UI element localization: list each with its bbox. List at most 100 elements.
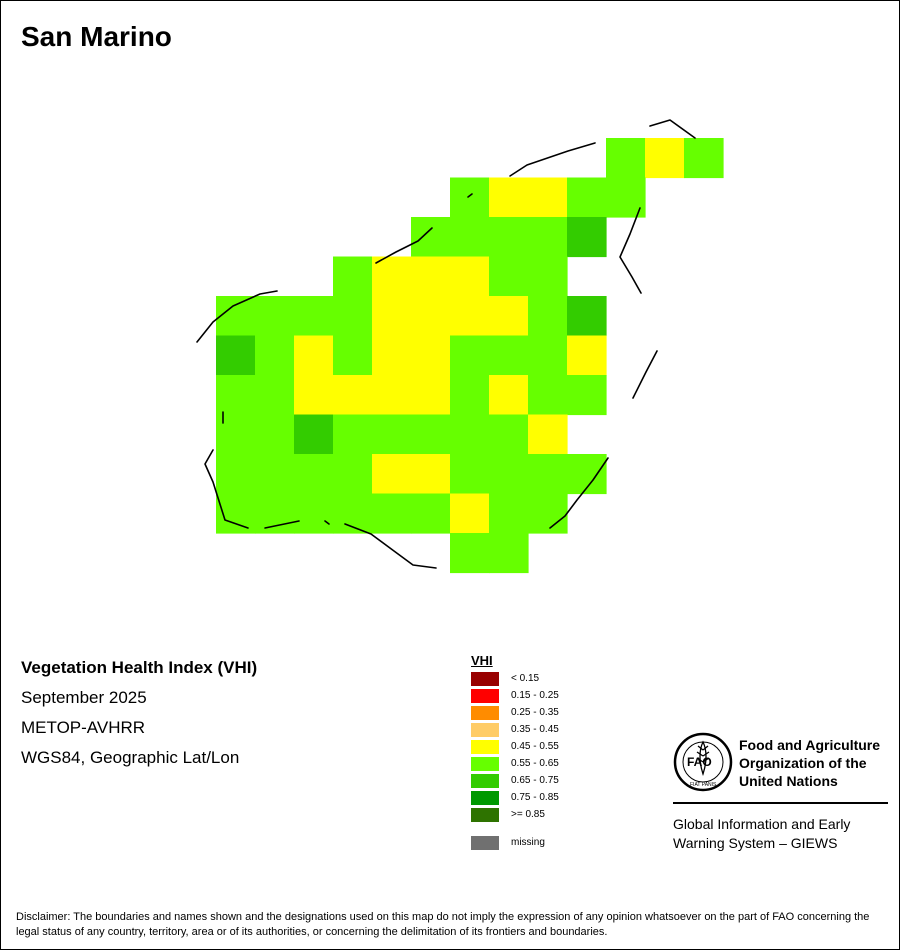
legend-label: 0.35 - 0.45 xyxy=(511,724,559,735)
vhi-cell xyxy=(255,414,295,455)
vhi-cell xyxy=(333,296,373,337)
legend-label: 0.15 - 0.25 xyxy=(511,690,559,701)
legend-swatch xyxy=(471,836,499,850)
vhi-cell xyxy=(528,493,568,534)
vhi-cell xyxy=(372,335,412,376)
vhi-cell xyxy=(489,375,529,416)
vhi-cell xyxy=(606,177,646,218)
vhi-cell xyxy=(216,335,256,376)
vhi-cell xyxy=(450,177,490,218)
legend-label: 0.45 - 0.55 xyxy=(511,741,559,752)
boundary-segment xyxy=(649,119,696,139)
vhi-cell xyxy=(216,454,256,495)
logo-motto: FIAT PANIS xyxy=(690,782,717,788)
boundary-segment xyxy=(375,227,433,264)
vhi-cell xyxy=(255,493,295,534)
legend-title: VHI xyxy=(471,653,493,668)
country-boundary xyxy=(196,119,696,569)
vhi-cell xyxy=(411,493,451,534)
vhi-cell xyxy=(411,256,451,297)
vhi-cell xyxy=(684,138,724,179)
vhi-cell xyxy=(450,296,490,337)
vhi-cell xyxy=(216,493,256,534)
vhi-cell xyxy=(333,256,373,297)
vhi-cell xyxy=(528,296,568,337)
vhi-cell xyxy=(255,296,295,337)
legend-label: 0.65 - 0.75 xyxy=(511,775,559,786)
vhi-cell xyxy=(411,296,451,337)
vhi-cell xyxy=(528,414,568,455)
boundary-segment xyxy=(619,207,642,294)
boundary-segment xyxy=(549,457,609,529)
vhi-cell xyxy=(489,335,529,376)
vhi-cell xyxy=(528,256,568,297)
fao-name-line: Food and Agriculture xyxy=(739,737,881,753)
vhi-cell xyxy=(372,454,412,495)
vhi-cell xyxy=(372,493,412,534)
vhi-cell xyxy=(294,375,334,416)
giews-line: Warning System – GIEWS xyxy=(673,835,838,851)
vhi-cell xyxy=(411,414,451,455)
vhi-cell xyxy=(450,335,490,376)
projection: WGS84, Geographic Lat/Lon xyxy=(21,748,240,767)
vhi-cell xyxy=(333,454,373,495)
sensor-name: METOP-AVHRR xyxy=(21,718,146,737)
vhi-raster xyxy=(216,138,724,574)
legend-swatch xyxy=(471,774,499,788)
vhi-cell xyxy=(450,493,490,534)
legend-label: >= 0.85 xyxy=(511,809,545,820)
vhi-cell xyxy=(372,296,412,337)
logo-letters: FAO xyxy=(687,755,712,769)
vhi-cell xyxy=(294,414,334,455)
vhi-cell xyxy=(294,296,334,337)
boundary-segment xyxy=(196,290,278,343)
boundary-segment xyxy=(204,449,249,529)
vhi-cell xyxy=(528,375,568,416)
disclaimer: Disclaimer: The boundaries and names sho… xyxy=(16,911,870,938)
vhi-cell xyxy=(450,217,490,258)
legend-swatch xyxy=(471,740,499,754)
divider xyxy=(673,802,888,804)
vhi-cell xyxy=(489,296,529,337)
boundary-segment xyxy=(509,142,596,177)
index-name: Vegetation Health Index (VHI) xyxy=(21,658,258,677)
legend-swatch xyxy=(471,672,499,686)
boundary-segment xyxy=(467,193,473,198)
vhi-cell xyxy=(450,533,490,574)
vhi-cell xyxy=(450,375,490,416)
vhi-cell xyxy=(450,414,490,455)
vhi-cell xyxy=(489,454,529,495)
legend-swatch xyxy=(471,689,499,703)
map-date: September 2025 xyxy=(21,688,147,707)
vhi-cell xyxy=(411,375,451,416)
vhi-cell xyxy=(450,256,490,297)
vhi-cell xyxy=(411,335,451,376)
fao-logo-icon: FAO FIAT PANIS xyxy=(673,732,733,792)
legend-swatch xyxy=(471,723,499,737)
vhi-cell xyxy=(567,177,607,218)
legend-label: 0.75 - 0.85 xyxy=(511,792,559,803)
vhi-cell xyxy=(489,414,529,455)
vhi-cell xyxy=(372,256,412,297)
legend-label: 0.25 - 0.35 xyxy=(511,707,559,718)
vhi-cell xyxy=(489,177,529,218)
vhi-cell xyxy=(489,256,529,297)
vhi-cell xyxy=(216,296,256,337)
vhi-cell xyxy=(528,217,568,258)
vhi-cell xyxy=(294,493,334,534)
vhi-cell xyxy=(372,375,412,416)
giews-line: Global Information and Early xyxy=(673,816,851,832)
vhi-cell xyxy=(606,138,646,179)
vhi-cell xyxy=(333,335,373,376)
vhi-cell xyxy=(450,454,490,495)
boundary-segment xyxy=(324,520,330,525)
boundary-segment xyxy=(632,350,658,399)
giews-name: Global Information and Early Warning Sys… xyxy=(673,815,893,853)
vhi-cell xyxy=(294,454,334,495)
vhi-cell xyxy=(567,217,607,258)
vhi-cell xyxy=(255,335,295,376)
vhi-cell xyxy=(489,493,529,534)
vhi-cell xyxy=(411,217,451,258)
